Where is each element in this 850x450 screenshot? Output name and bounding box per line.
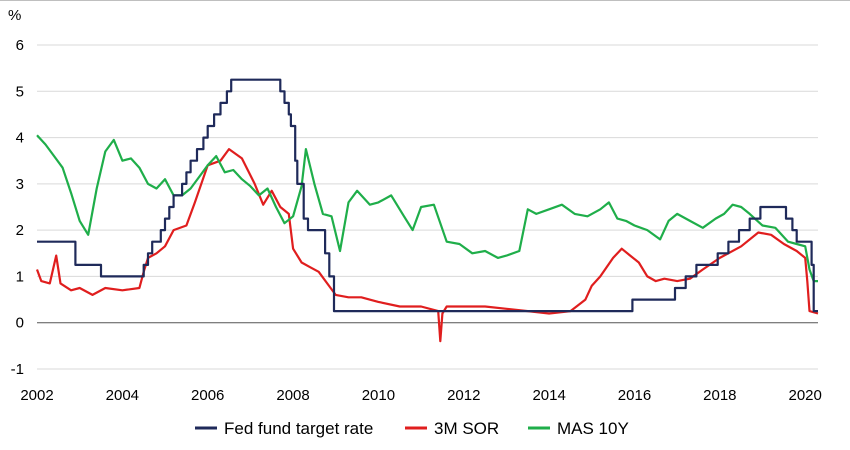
x-tick-labels: 2002 2004 2006 2008 2010 2012 2014 2016 2018 2020 — [20, 387, 822, 404]
top-rule — [0, 0, 850, 1]
x-tick-label: 2006 — [191, 387, 224, 404]
y-tick-label: 4 — [16, 130, 24, 147]
series-line-sor — [35, 148, 819, 343]
y-tick-label: 1 — [16, 268, 24, 285]
x-tick-label: 2012 — [447, 387, 480, 404]
legend-label-fed: Fed fund target rate — [224, 419, 373, 438]
x-tick-label: 2010 — [362, 387, 395, 404]
series-line-fed — [37, 78, 818, 313]
x-tick-label: 2008 — [276, 387, 309, 404]
y-tick-label: 3 — [16, 176, 24, 193]
y-tick-label: -1 — [11, 361, 24, 378]
y-tick-label: 2 — [16, 222, 24, 239]
series-lines — [35, 78, 819, 343]
y-tick-label: 5 — [16, 83, 24, 100]
y-tick-label: 0 — [16, 315, 24, 332]
x-tick-label: 2014 — [532, 387, 565, 404]
y-tick-label: 6 — [16, 37, 24, 54]
gridlines — [37, 44, 818, 370]
y-axis-unit-label: % — [8, 7, 21, 24]
x-tick-label: 2002 — [20, 387, 53, 404]
x-tick-label: 2020 — [789, 387, 822, 404]
x-tick-label: 2016 — [618, 387, 651, 404]
x-tick-label: 2018 — [703, 387, 736, 404]
y-tick-labels: 6 5 4 3 2 1 0 -1 — [11, 37, 24, 378]
x-tick-label: 2004 — [106, 387, 139, 404]
legend: Fed fund target rate 3M SOR MAS 10Y — [195, 419, 629, 438]
legend-label-mas: MAS 10Y — [557, 419, 629, 438]
legend-label-sor: 3M SOR — [434, 419, 499, 438]
series-line-mas — [36, 134, 818, 283]
